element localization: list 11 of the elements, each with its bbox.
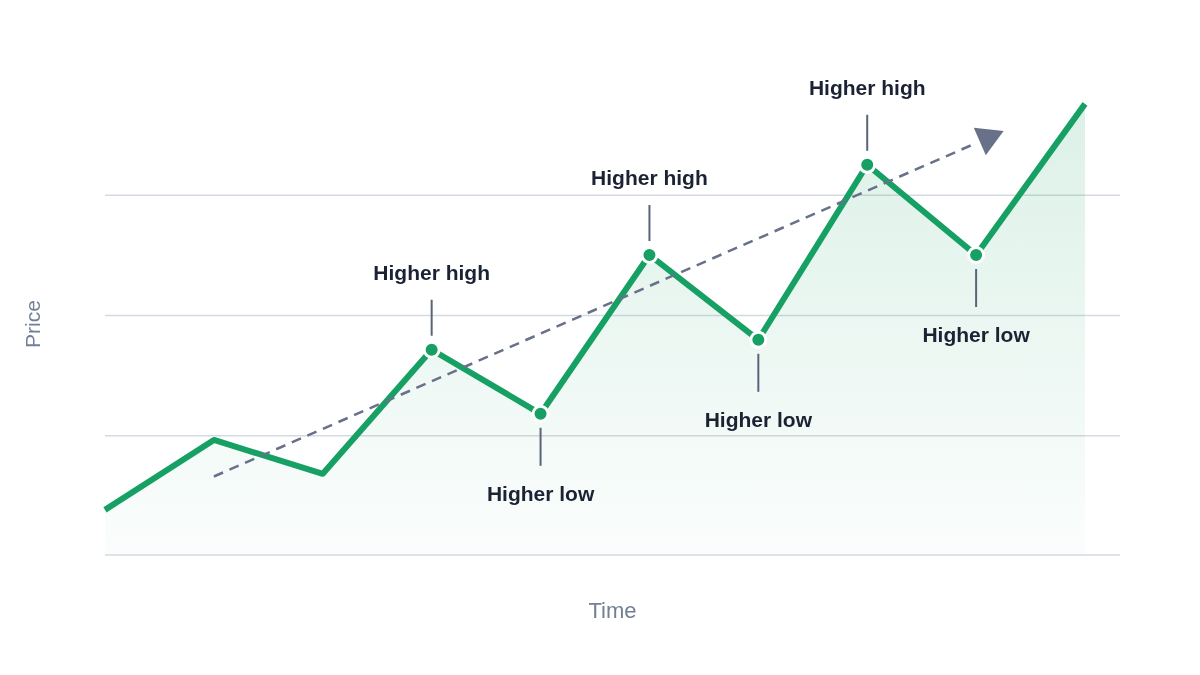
point: [531, 404, 550, 423]
annotation: Higher low: [486, 481, 595, 505]
annotation: Higher low: [704, 407, 813, 431]
annotation: Higher low: [922, 323, 1031, 346]
text: Higher high: [808, 75, 926, 99]
annotation: Higher high: [373, 260, 490, 284]
point: [967, 246, 986, 264]
annotation: Higher high: [591, 166, 708, 189]
point: [749, 330, 768, 349]
x-axis-title: Time: [587, 598, 638, 624]
y-axis-title: Price: [21, 299, 45, 350]
